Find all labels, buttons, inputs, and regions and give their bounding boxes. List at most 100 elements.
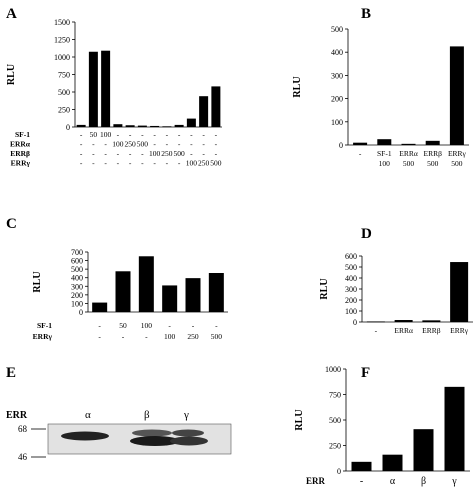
- y-tick-label: 200: [345, 296, 357, 305]
- condition-cell: -: [80, 159, 83, 168]
- y-tick-label: 600: [71, 257, 83, 266]
- condition-cell: 50: [119, 321, 127, 330]
- condition-cell: -: [122, 332, 125, 341]
- blot-marker: 46: [18, 452, 28, 462]
- y-tick-label: 100: [331, 118, 343, 127]
- condition-cell: -: [80, 140, 83, 149]
- bar: [377, 139, 392, 145]
- y-tick-label: 200: [331, 95, 343, 104]
- condition-cell: 250: [125, 140, 137, 149]
- condition-cell: 250: [161, 149, 173, 158]
- y-tick-label: 1250: [54, 36, 70, 45]
- bar: [92, 302, 108, 312]
- y-axis-label: RLU: [32, 271, 43, 292]
- blot-lane-label: α: [85, 409, 91, 421]
- y-tick-label: 750: [58, 71, 70, 80]
- condition-cell: -: [178, 159, 181, 168]
- condition-cell: 100: [100, 130, 112, 139]
- bar: [450, 262, 469, 322]
- bar: [353, 142, 368, 145]
- y-tick-label: 0: [339, 141, 343, 150]
- condition-cell: -: [141, 149, 144, 158]
- condition-row-label: SF-1: [15, 130, 30, 139]
- condition-cell: -: [202, 140, 205, 149]
- panel-letter: F: [361, 365, 370, 381]
- bar: [208, 273, 224, 312]
- condition-row-label: ERRγ: [11, 159, 31, 168]
- bar: [174, 124, 184, 127]
- x-tick-label: -: [359, 149, 362, 158]
- condition-cell: -: [178, 130, 181, 139]
- y-tick-label: 100: [71, 299, 83, 308]
- y-tick-label: 0: [337, 467, 341, 476]
- bar: [425, 140, 440, 145]
- condition-cell: -: [215, 140, 218, 149]
- condition-cell: -: [153, 130, 156, 139]
- x-tick-label: ERRβ: [423, 149, 442, 158]
- bar: [150, 125, 160, 127]
- y-tick-label: 1500: [54, 18, 70, 27]
- y-tick-label: 600: [345, 252, 357, 261]
- condition-cell: -: [166, 140, 169, 149]
- x-tick-label: ERRγ: [450, 326, 469, 335]
- x-tick-label: -: [375, 326, 378, 335]
- panel-f: F 0 250 500 750 1000 RLU - α β γ ERR: [294, 365, 470, 487]
- condition-cell: 100: [112, 140, 124, 149]
- x-tick-sublabel: 500: [403, 159, 415, 168]
- y-tick-label: 300: [331, 71, 343, 80]
- y-tick-label: 400: [71, 274, 83, 283]
- condition-cell: -: [141, 159, 144, 168]
- condition-cell: 100: [186, 159, 198, 168]
- bar: [162, 285, 178, 312]
- blot-lane-label: β: [144, 409, 150, 421]
- y-tick-label: 1000: [325, 365, 341, 374]
- bar: [137, 125, 147, 127]
- y-tick-label: 500: [71, 265, 83, 274]
- bar: [422, 320, 441, 322]
- blot-band: [170, 436, 208, 446]
- y-axis-label: RLU: [292, 76, 303, 97]
- y-axis-label: RLU: [6, 64, 17, 85]
- bar: [366, 321, 385, 323]
- bar: [394, 320, 413, 322]
- blot-marker: 68: [18, 424, 28, 434]
- condition-cell: -: [190, 149, 193, 158]
- condition-cell: 100: [164, 332, 176, 341]
- condition-cell: 50: [90, 130, 98, 139]
- bar: [413, 429, 434, 471]
- bar: [125, 125, 135, 127]
- bar: [444, 386, 465, 471]
- condition-cell: 250: [198, 159, 210, 168]
- bar: [449, 46, 464, 145]
- condition-cell: -: [202, 149, 205, 158]
- y-tick-label: 1000: [54, 53, 70, 62]
- condition-cell: -: [166, 130, 169, 139]
- bar: [101, 50, 111, 128]
- y-tick-label: 500: [331, 25, 343, 34]
- condition-cell: -: [98, 332, 101, 341]
- panel-letter: B: [361, 6, 371, 22]
- y-tick-label: 100: [345, 307, 357, 316]
- x-tick-sublabel: 500: [451, 159, 463, 168]
- y-tick-label: 500: [58, 88, 70, 97]
- x-tick-label: γ: [451, 476, 457, 487]
- bar: [382, 454, 403, 471]
- condition-row-label: ERRγ: [33, 332, 53, 341]
- condition-cell: -: [80, 149, 83, 158]
- blot-row-label: ERR: [6, 410, 28, 421]
- bar: [211, 86, 221, 127]
- condition-cell: -: [215, 321, 218, 330]
- condition-cell: 500: [210, 159, 222, 168]
- condition-cell: -: [104, 149, 107, 158]
- condition-cell: 500: [211, 332, 223, 341]
- condition-cell: 100: [149, 149, 161, 158]
- condition-cell: -: [190, 130, 193, 139]
- condition-cell: -: [168, 321, 171, 330]
- bar: [88, 51, 98, 127]
- y-tick-label: 0: [66, 123, 70, 132]
- y-tick-label: 400: [345, 274, 357, 283]
- y-tick-label: 200: [71, 291, 83, 300]
- condition-cell: -: [129, 149, 132, 158]
